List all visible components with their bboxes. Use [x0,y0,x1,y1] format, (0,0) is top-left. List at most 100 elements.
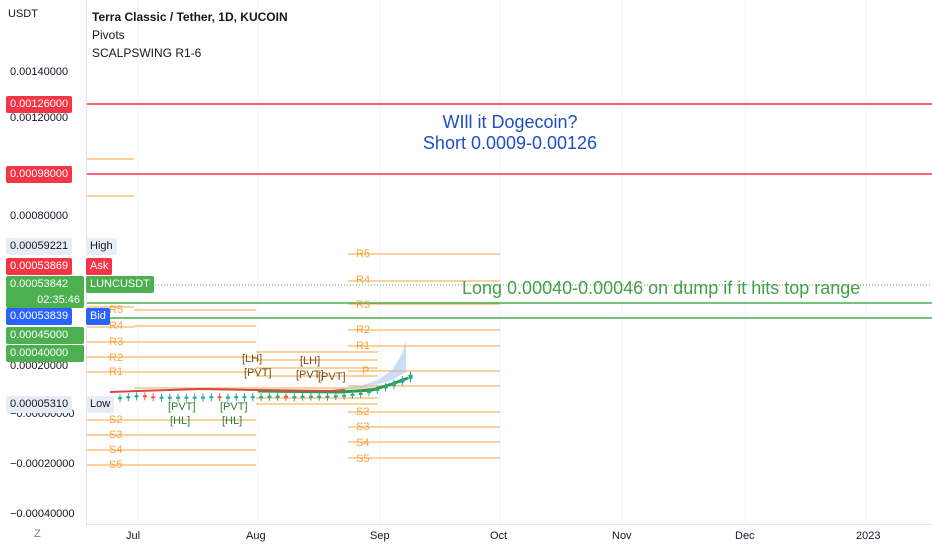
price-tick: −0.00020000 [10,458,75,470]
horizontal-lines [86,103,932,319]
time-label: 2023 [856,530,881,542]
candle-body [308,395,313,398]
price-tag-last[interactable]: 0.00053842 02:35:46 [6,276,84,308]
pivot-resistance-label: R2 [356,324,370,336]
candle-body [350,393,355,396]
long-annotation[interactable]: Long 0.00040-0.00046 on dump if it hits … [462,278,861,298]
candle-body [367,390,371,393]
chart-legend: Terra Classic / Tether, 1D, KUCOIN Pivot… [92,8,288,62]
price-tag-long-top[interactable]: 0.00045000 [6,327,84,344]
pivot-resistance-label: R3 [356,299,370,311]
symbol-label: LUNCUSDT [86,276,154,293]
candle-body [267,395,272,398]
candle-body [358,392,363,395]
candle-body [259,396,264,399]
candle-body [242,396,247,399]
pivot-support-label: S4 [356,437,369,449]
candle-body [333,395,338,398]
candle-body [325,395,330,398]
swing-label: [PVT] [168,401,196,413]
pivot-resistance-label: R2 [109,352,123,364]
pivot-label: P [362,365,369,377]
short-annotation-line1: WIll it Dogecoin? [442,112,578,132]
candle-body [383,386,388,389]
candle-body [142,395,147,398]
candle-body [184,396,189,399]
pivot-resistance-label: R5 [109,304,123,316]
ask-label: Ask [86,258,113,275]
candle-body [234,396,239,399]
price-tag-ask[interactable]: 0.00053869 [6,258,73,275]
candle-body [400,378,405,383]
low-label: Low [86,396,115,413]
pivot-support-label: S5 [109,459,122,471]
candle-body [118,397,122,400]
swing-label: [PVT] [244,367,272,379]
pivot-support-label: S3 [356,421,369,433]
swing-label: [LH] [300,355,320,367]
swing-label: [PVT] [296,369,324,381]
price-tag-long-bottom[interactable]: 0.00040000 [6,345,84,362]
candle-body [201,396,205,399]
last-price: 0.00053842 [10,278,69,290]
bid-label: Bid [86,308,110,325]
time-label: Sep [370,530,390,542]
candle-body [159,396,164,399]
ema-fan [258,340,406,392]
pivot-labels: R5 R4 R3 R2 R1 R5 R4 R3 R2 R1 P S2 S3 S4 S5 S2 S3 S4 S5 [PV… [109,248,370,471]
candle-body [408,374,413,379]
pivot-resistance-label: R4 [356,274,370,286]
time-label: Aug [246,530,266,542]
pivot-support-label: S3 [109,429,122,441]
pivot-support-label: S2 [356,406,369,418]
symbol-title[interactable]: Terra Classic / Tether, 1D, KUCOIN [92,10,288,24]
swing-label: [PVT] [220,401,248,413]
price-tag-short-top[interactable]: 0.00126000 [6,96,73,113]
short-annotation[interactable]: WIll it Dogecoin? Short 0.0009-0.00126 [380,112,640,154]
candle-body [167,396,172,399]
indicator-pivots[interactable]: Pivots [92,28,125,42]
time-label: Dec [735,530,755,542]
candle-body [391,382,396,387]
pivot-support-label: S4 [109,444,122,456]
price-tick: 0.00120000 [10,112,69,124]
price-tick: 0.00140000 [10,66,69,78]
time-label: Nov [612,530,632,542]
candle-body [375,388,380,391]
candle-body [151,396,156,399]
ema-fast-line [109,387,346,393]
candle-body [217,396,222,399]
candle-body [292,396,297,399]
pivot-resistance-label: R4 [109,320,123,332]
swing-label: [HL] [170,415,190,427]
zoom-button[interactable]: Z [34,528,41,540]
pivot-resistance-label: R1 [109,366,123,378]
candle-body [126,396,131,399]
time-label: Oct [490,530,508,542]
swing-label: [PVT] [318,371,346,383]
pivot-resistance-label: R1 [356,340,370,352]
countdown: 02:35:46 [37,294,80,306]
candle-body [225,396,230,399]
indicator-scalpswing[interactable]: SCALPSWING R1-6 [92,46,202,60]
candle-body [284,395,288,398]
time-axis[interactable] [86,524,932,551]
price-unit: USDT [8,8,38,20]
candle-body [317,395,322,398]
price-tag-short-bottom[interactable]: 0.00098000 [6,166,73,183]
short-annotation-line2: Short 0.0009-0.00126 [422,133,598,153]
pivot-levels [86,158,500,466]
price-tick: 0.00020000 [10,360,69,372]
price-tag-high[interactable]: 0.00059221 [6,238,73,255]
pivot-resistance-label: R3 [109,336,123,348]
pivot-support-label: S2 [109,414,122,426]
high-label: High [86,238,117,255]
grid [137,0,867,524]
pivot-support-label: S5 [356,453,369,465]
price-tag-low[interactable]: 0.00005310 [6,396,73,413]
candle-body [176,396,181,399]
pivot-resistance-label: R5 [356,248,370,260]
price-tag-bid[interactable]: 0.00053839 [6,308,73,325]
